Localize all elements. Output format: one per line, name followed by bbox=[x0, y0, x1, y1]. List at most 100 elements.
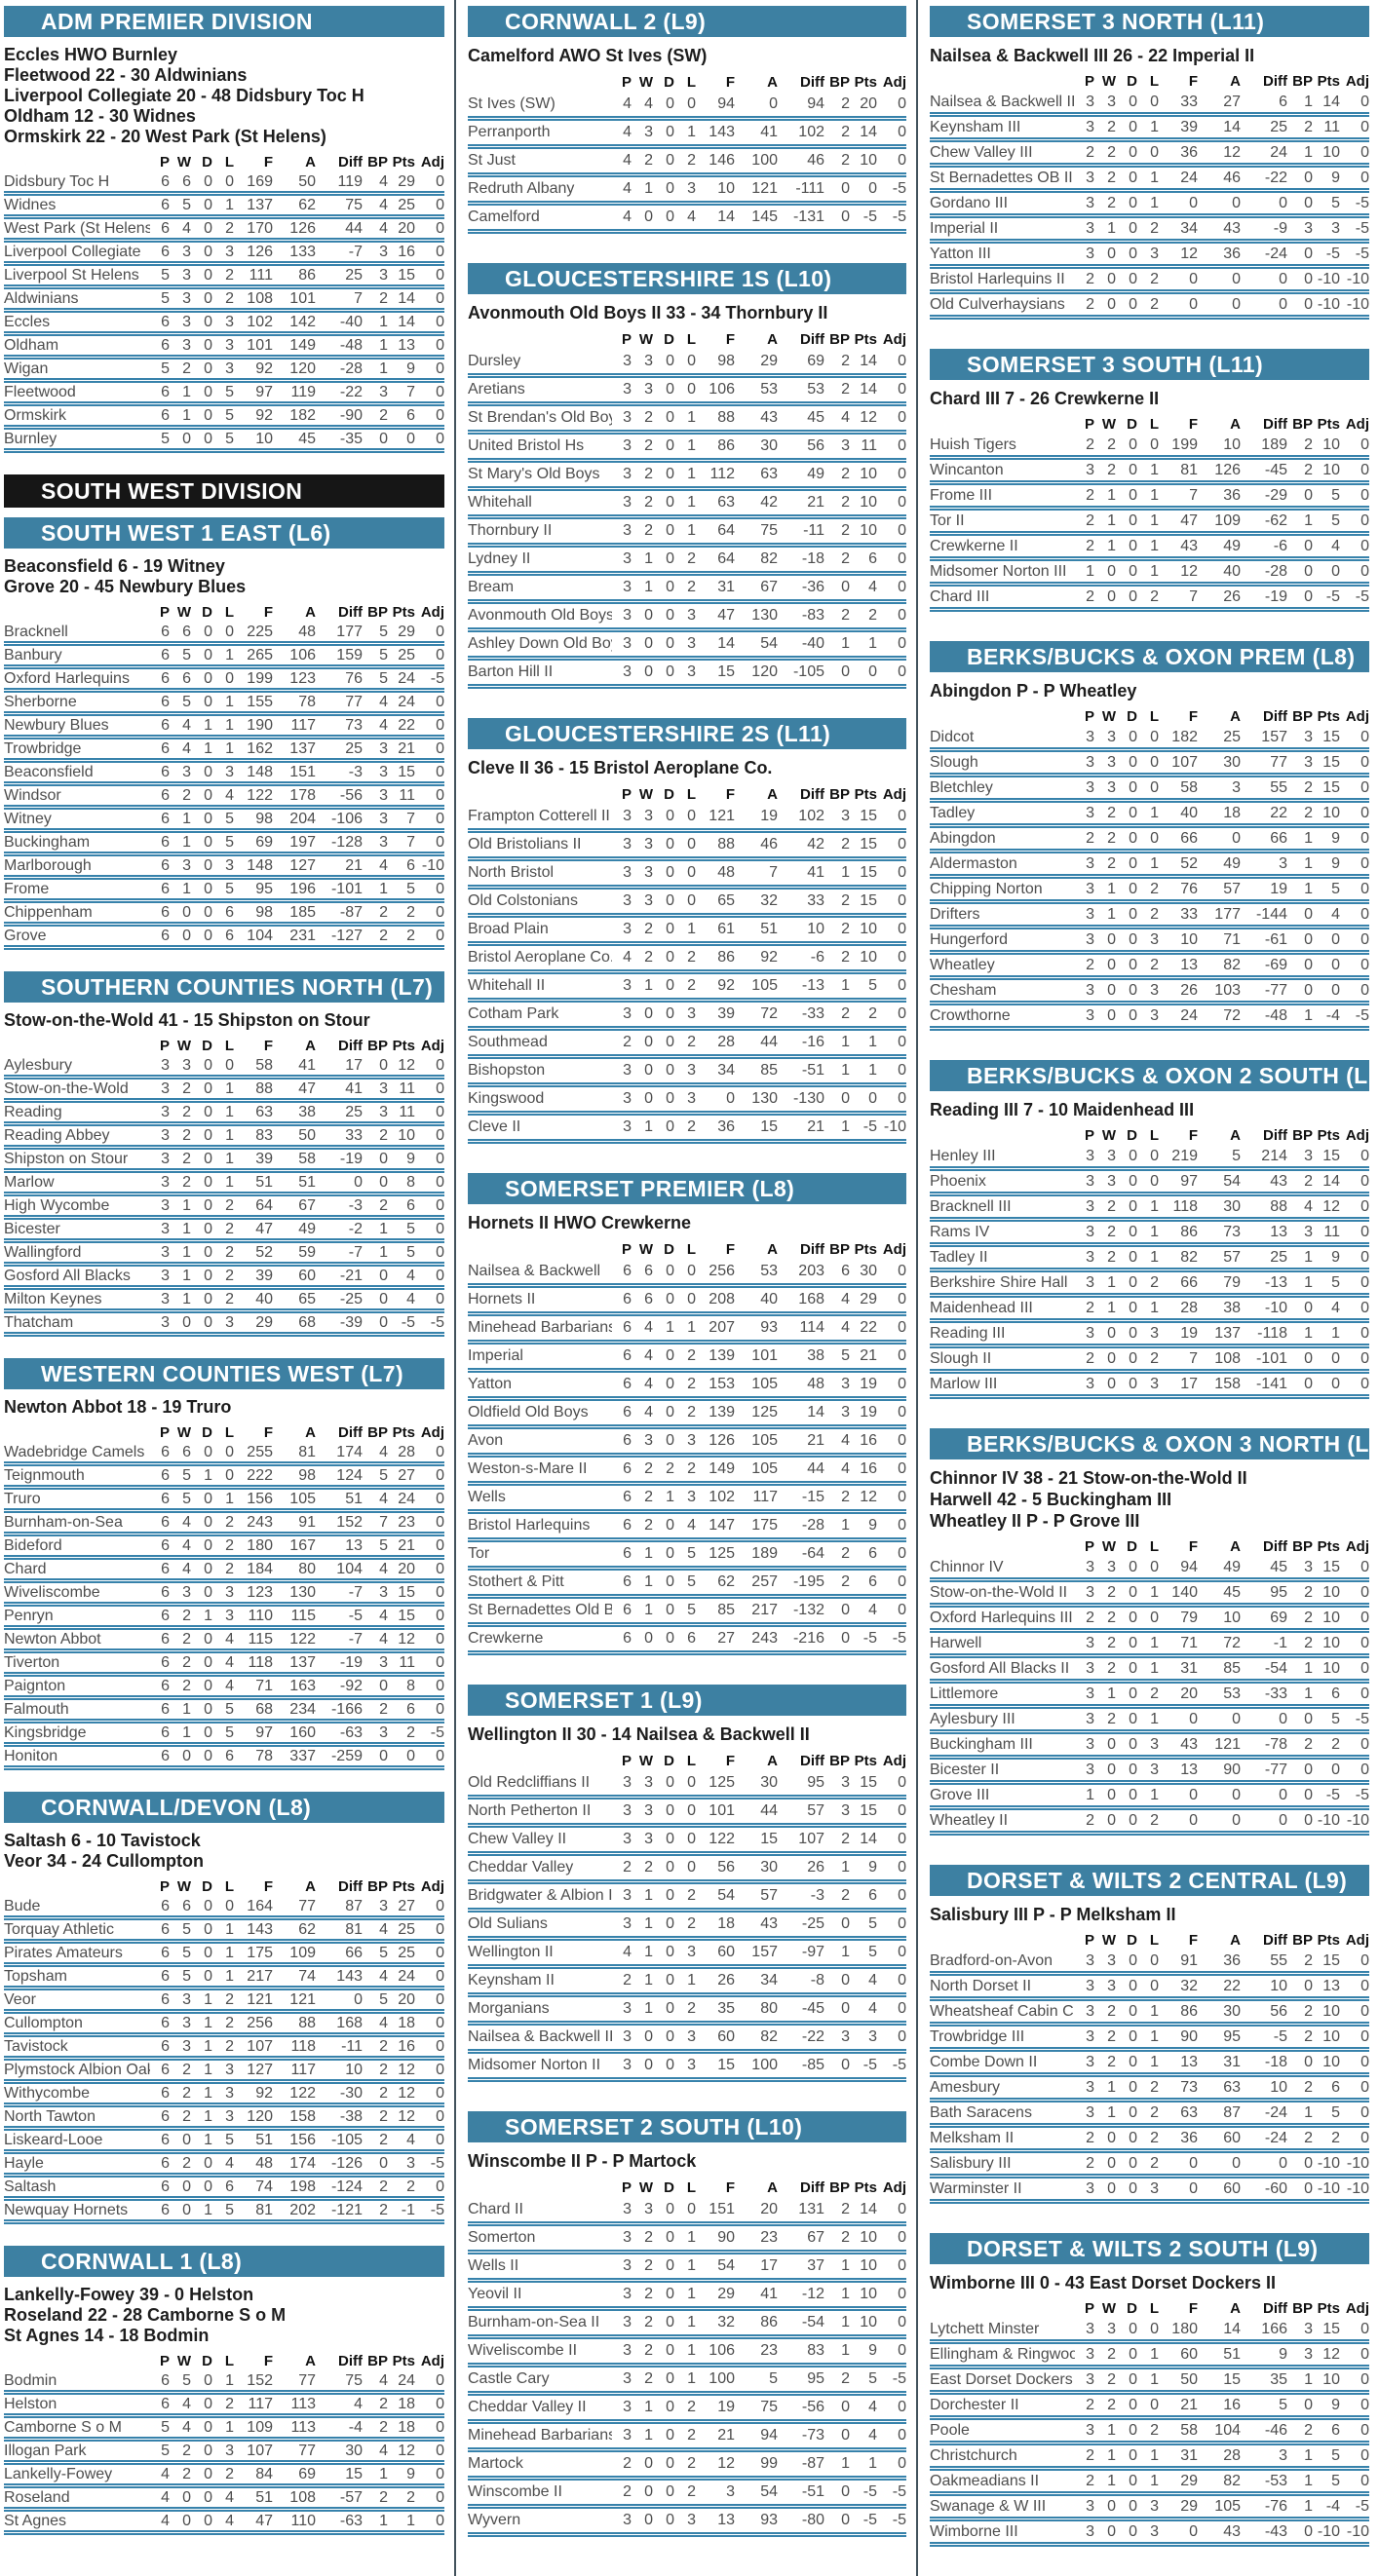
stat-value: 3 bbox=[182, 243, 191, 260]
stat-value: -18 bbox=[801, 550, 824, 567]
stat-value: 0 bbox=[1129, 2497, 1137, 2515]
stat-value: -33 bbox=[1264, 1685, 1287, 1702]
stat-value: 2 bbox=[644, 1859, 653, 1875]
stat-value: 28 bbox=[1223, 2446, 1241, 2464]
stat-value: 4 bbox=[379, 196, 388, 213]
stat-value: 2 bbox=[182, 2442, 191, 2459]
stat-value: -10 bbox=[1317, 295, 1340, 313]
stat-value: -5 bbox=[1355, 219, 1369, 237]
stat-value: 0 bbox=[1107, 1811, 1116, 1829]
stat-value: 28 bbox=[1180, 1299, 1198, 1316]
table-row: St Bernadettes OB II 3 2 0 1 24 46 -22 0 9 0 bbox=[930, 168, 1369, 193]
stat-value: 0 bbox=[1360, 1248, 1369, 1266]
stat-value: 10 bbox=[1322, 1659, 1340, 1677]
stat-value: 51 bbox=[760, 921, 778, 937]
stat-value: 2 bbox=[623, 1034, 632, 1050]
stat-value: 100 bbox=[751, 152, 778, 169]
table-row: North Bristol 3 3 0 0 48 7 41 1 15 0 bbox=[468, 861, 906, 890]
stat-value: 148 bbox=[247, 763, 273, 780]
column-header: Diff bbox=[338, 1423, 363, 1441]
match-result: Ormskirk 22 - 20 West Park (St Helens) bbox=[4, 127, 326, 146]
stat-value: 5 bbox=[406, 880, 415, 897]
team-name: Wells bbox=[468, 1489, 506, 1505]
stat-value: 3 bbox=[182, 289, 191, 307]
team-name: Old Colstonians bbox=[468, 892, 578, 909]
stat-value: 0 bbox=[436, 2465, 444, 2482]
stat-value: 14 bbox=[1322, 1172, 1340, 1190]
stat-value: 4 bbox=[379, 1920, 388, 1938]
table-row: Wincanton 3 2 0 1 81 126 -45 2 10 0 bbox=[930, 460, 1369, 485]
team-name: Tadley bbox=[930, 804, 976, 821]
stat-value: -124 bbox=[330, 2178, 363, 2195]
stat-value: 0 bbox=[436, 1196, 444, 1214]
stat-value: 1 bbox=[225, 693, 234, 710]
stat-value: 8 bbox=[406, 1173, 415, 1191]
stat-value: 92 bbox=[255, 406, 273, 424]
stat-value: 85 bbox=[1223, 1659, 1241, 1677]
stat-value: 86 bbox=[1180, 1223, 1198, 1240]
stat-value: 6 bbox=[161, 693, 170, 710]
stat-value: 6 bbox=[868, 1573, 877, 1590]
stat-value: 0 bbox=[436, 927, 444, 944]
stat-value: 0 bbox=[666, 2314, 674, 2330]
table-header-row: P W D L F A Diff BP Pts Adj bbox=[4, 601, 444, 623]
column-header: BP bbox=[367, 603, 388, 621]
stat-value: 57 bbox=[1223, 1248, 1241, 1266]
stat-value: 6 bbox=[841, 1263, 850, 1279]
stat-value: 0 bbox=[436, 903, 444, 921]
team-name: Wheatsheaf Cabin C bbox=[930, 2002, 1074, 2020]
stat-value: 1 bbox=[841, 864, 850, 881]
stat-value: 1 bbox=[1304, 143, 1313, 161]
team-name: Tiverton bbox=[4, 1653, 60, 1671]
column-header: W bbox=[176, 603, 191, 621]
stat-value: 4 bbox=[379, 219, 388, 237]
stat-value: 0 bbox=[841, 1915, 850, 1932]
stat-value: 25 bbox=[398, 646, 415, 663]
column-header: L bbox=[686, 73, 696, 91]
stat-value: 0 bbox=[406, 430, 415, 447]
stat-value: 45 bbox=[1270, 1558, 1287, 1575]
stat-value: 3 bbox=[841, 1376, 850, 1392]
stat-value: 0 bbox=[1304, 2396, 1313, 2413]
stat-value: 4 bbox=[161, 2488, 170, 2506]
stat-value: 0 bbox=[1129, 2345, 1137, 2363]
stat-value: -1 bbox=[1273, 1634, 1287, 1651]
stat-value: 47 bbox=[717, 607, 735, 624]
stat-value: 0 bbox=[436, 266, 444, 284]
stat-value: 1 bbox=[1107, 2103, 1116, 2121]
stat-value: 0 bbox=[666, 437, 674, 454]
stat-value: 15 bbox=[398, 763, 415, 780]
team-name: Berkshire Shire Hall bbox=[930, 1273, 1068, 1291]
team-name: Cheddar Valley II bbox=[468, 2399, 587, 2415]
stat-value: 0 bbox=[666, 2427, 674, 2443]
stat-value: 0 bbox=[436, 1630, 444, 1648]
table-row: Redruth Albany 4 1 0 3 10 121 -111 0 0 -5 bbox=[468, 177, 906, 206]
team-name: Old Redcliffians II bbox=[468, 1774, 591, 1791]
stat-value: 1 bbox=[225, 196, 234, 213]
stat-value: 51 bbox=[255, 1173, 273, 1191]
stat-value: 0 bbox=[1129, 2078, 1137, 2096]
team-name: Saltash bbox=[4, 2178, 57, 2195]
team-name: Penryn bbox=[4, 1607, 54, 1624]
stat-value: 4 bbox=[1331, 905, 1340, 923]
section-header: SOMERSET PREMIER (L8) bbox=[468, 1173, 906, 1204]
stat-value: 15 bbox=[1223, 2370, 1241, 2388]
stat-value: 0 bbox=[687, 808, 696, 824]
league-section: SOUTHERN COUNTIES NORTH (L7) Stow-on-the-… bbox=[4, 971, 444, 1337]
stat-value: 0 bbox=[898, 1005, 906, 1022]
stat-value: 1 bbox=[182, 1724, 191, 1741]
stat-value: 6 bbox=[161, 1653, 170, 1671]
stat-value: 1 bbox=[1304, 93, 1313, 110]
stat-value: 0 bbox=[204, 1150, 212, 1167]
stat-value: 2 bbox=[1304, 1172, 1313, 1190]
stat-value: 20 bbox=[1180, 1685, 1198, 1702]
stat-value: 69 bbox=[298, 2465, 316, 2482]
stat-value: 2 bbox=[182, 1630, 191, 1648]
stat-value: 0 bbox=[1129, 778, 1137, 796]
column-header: W bbox=[1101, 72, 1116, 90]
stat-value: -7 bbox=[348, 1243, 363, 1261]
stat-value: -5 bbox=[862, 208, 877, 225]
table-row: Cotham Park 3 0 0 3 39 72 -33 2 2 0 bbox=[468, 1003, 906, 1031]
stat-value: 4 bbox=[623, 124, 632, 140]
stat-value: 0 bbox=[666, 494, 674, 511]
